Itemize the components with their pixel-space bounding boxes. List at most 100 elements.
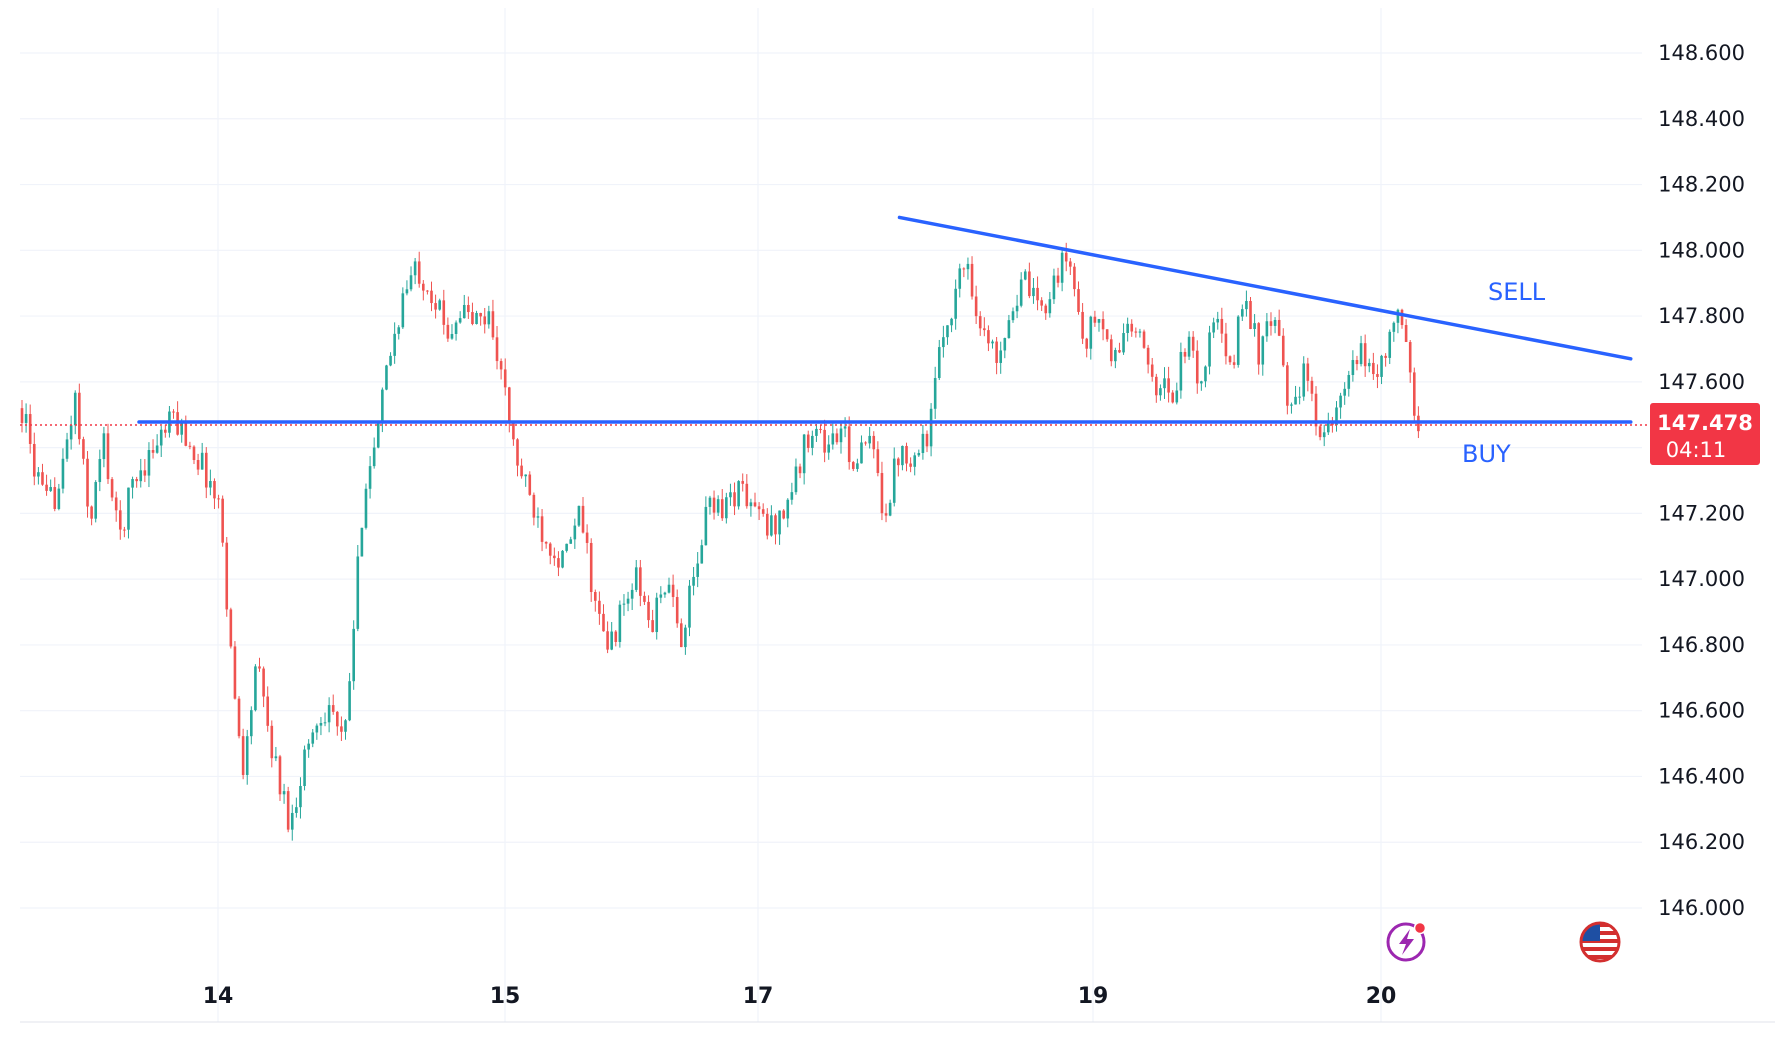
candle — [884, 513, 888, 516]
candle — [49, 487, 52, 491]
candle — [901, 445, 904, 466]
candle — [413, 261, 417, 276]
candle — [806, 434, 810, 448]
candle — [860, 442, 863, 464]
y-tick-label: 147.600 — [1658, 370, 1745, 394]
candle — [1306, 363, 1310, 381]
candle — [360, 527, 364, 557]
candle — [442, 300, 446, 325]
y-tick-label: 147.000 — [1658, 567, 1745, 591]
candle — [1130, 323, 1134, 332]
candle — [819, 428, 822, 430]
candle — [1363, 343, 1367, 367]
candle — [401, 293, 405, 328]
x-axis[interactable]: 14 15 17 19 20 — [203, 984, 1397, 1009]
candle — [245, 736, 249, 775]
last-price-badge-bg — [1650, 403, 1760, 465]
candle — [725, 497, 728, 519]
candle — [770, 515, 773, 536]
candle — [1376, 374, 1379, 377]
candle — [20, 408, 24, 423]
candle — [1392, 322, 1396, 332]
candle — [864, 442, 867, 444]
candle — [553, 555, 556, 559]
candle — [209, 481, 212, 488]
lightning-alert-icon[interactable] — [1386, 921, 1427, 962]
candle — [671, 584, 675, 598]
candle — [1163, 378, 1166, 389]
candle — [446, 324, 450, 339]
candle — [1298, 396, 1301, 398]
y-tick-label: 148.400 — [1658, 107, 1745, 131]
candle — [1200, 381, 1203, 384]
candle — [1314, 393, 1318, 427]
candle — [872, 435, 876, 450]
candle — [1019, 279, 1023, 306]
candle — [1064, 252, 1068, 262]
y-tick-label: 147.800 — [1658, 304, 1745, 328]
candle — [569, 539, 573, 544]
candle — [1404, 325, 1408, 343]
candle — [565, 543, 568, 551]
candle — [409, 275, 413, 290]
candle — [82, 439, 85, 459]
grid — [20, 8, 1642, 1022]
candle — [24, 414, 28, 423]
candle — [483, 316, 487, 325]
candle — [811, 435, 814, 448]
candle — [503, 369, 507, 388]
candle — [1023, 271, 1027, 280]
candle — [1273, 319, 1277, 326]
candle — [610, 631, 613, 650]
candle — [905, 445, 908, 464]
candle — [630, 589, 634, 599]
candle — [454, 322, 458, 334]
candle — [266, 696, 269, 726]
candle — [1155, 376, 1158, 396]
candle — [462, 304, 466, 319]
candle — [573, 525, 577, 540]
candle — [303, 749, 306, 787]
candle — [1150, 364, 1154, 377]
candle — [1003, 338, 1007, 351]
candle — [1294, 396, 1297, 405]
x-tick-label: 15 — [490, 984, 521, 1009]
sell-trendline[interactable] — [897, 215, 1633, 361]
us-flag-icon[interactable] — [1579, 921, 1621, 963]
candle — [172, 411, 175, 413]
candle — [1212, 322, 1215, 333]
y-tick-label: 148.600 — [1658, 41, 1745, 65]
candle — [753, 502, 757, 507]
candle — [692, 576, 695, 586]
candle — [57, 488, 61, 509]
candle — [1036, 287, 1039, 301]
candle — [1122, 333, 1125, 353]
candle — [888, 502, 892, 516]
candle — [1286, 365, 1289, 406]
candle — [315, 725, 319, 733]
candle — [28, 414, 32, 444]
candle — [663, 592, 667, 595]
candle — [757, 506, 761, 510]
candle — [962, 268, 966, 270]
candle — [274, 756, 278, 759]
candle — [155, 445, 159, 453]
candle — [491, 311, 495, 338]
candle — [708, 497, 712, 507]
candle — [1175, 390, 1179, 403]
y-tick-label: 148.000 — [1658, 238, 1745, 262]
candle — [1343, 388, 1346, 396]
candle — [98, 459, 102, 483]
candle — [94, 482, 98, 519]
candle — [213, 481, 216, 499]
annotations[interactable] — [20, 215, 1650, 426]
candle — [950, 318, 953, 326]
candle — [233, 646, 237, 699]
candle — [299, 786, 302, 808]
candle — [1380, 355, 1383, 377]
candle — [1208, 332, 1211, 367]
candle — [585, 532, 589, 543]
candle — [450, 333, 454, 339]
